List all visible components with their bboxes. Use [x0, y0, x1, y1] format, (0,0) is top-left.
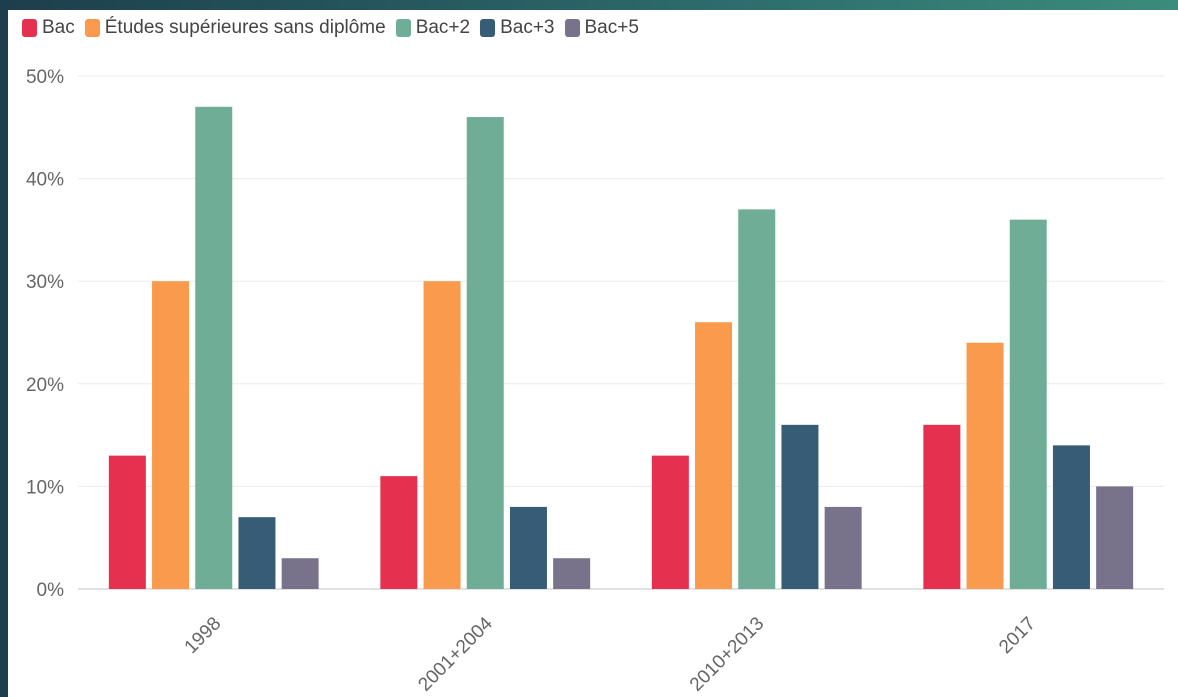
legend-item-etudes[interactable]: Études supérieures sans diplôme — [84, 17, 386, 39]
bar — [1009, 219, 1047, 589]
legend-label-etudes: Études supérieures sans diplôme — [104, 17, 386, 38]
legend-item-bac2[interactable]: Bac+2 — [395, 17, 471, 39]
bar — [781, 424, 819, 589]
legend-swatch-etudes — [84, 19, 100, 37]
bar — [738, 209, 776, 589]
bar — [1052, 445, 1090, 589]
legend-label-bac3: Bac+3 — [500, 17, 555, 38]
legend-label-bac: Bac — [42, 17, 75, 38]
bar — [966, 342, 1004, 589]
bar — [824, 506, 862, 589]
legend-label-bac2: Bac+2 — [415, 17, 471, 38]
x-tick-label: 2010+2013 — [686, 613, 768, 695]
bar — [195, 106, 233, 589]
bar — [281, 558, 319, 589]
bar — [466, 117, 504, 589]
bar — [380, 476, 418, 589]
bar-chart: 0% 10% 20% 30% 40% 50% 1998 2001+2004 2010+2013 2… — [26, 67, 1164, 696]
bar — [152, 281, 190, 589]
y-tick-label: 0% — [37, 580, 65, 601]
y-tick-label: 50% — [26, 67, 64, 88]
legend-item-bac5[interactable]: Bac+5 — [564, 17, 639, 39]
y-tick-label: 40% — [26, 170, 64, 191]
legend-swatch-bac2 — [395, 19, 411, 37]
bar — [923, 424, 961, 589]
bar — [108, 455, 146, 589]
legend-item-bac[interactable]: Bac — [22, 17, 75, 39]
chart-legend: Bac Études supérieures sans diplôme Bac+… — [22, 14, 643, 42]
bar — [509, 506, 547, 589]
bar — [238, 517, 276, 589]
x-tick-label: 2001+2004 — [414, 613, 497, 696]
y-tick-label: 10% — [26, 477, 64, 498]
x-tick-label: 1998 — [181, 613, 226, 658]
legend-swatch-bac — [22, 19, 37, 37]
x-tick-label: 2017 — [995, 613, 1040, 658]
bar — [695, 322, 733, 589]
chart-panel: Bac Études supérieures sans diplôme Bac+… — [8, 10, 1178, 697]
y-tick-label: 20% — [26, 375, 64, 396]
legend-label-bac5: Bac+5 — [584, 17, 639, 38]
legend-swatch-bac5 — [564, 19, 580, 37]
bar — [553, 558, 591, 589]
legend-swatch-bac3 — [480, 19, 496, 37]
bar — [423, 281, 461, 589]
bar — [651, 455, 689, 589]
legend-item-bac3[interactable]: Bac+3 — [480, 17, 555, 39]
bar — [1096, 486, 1134, 589]
y-tick-label: 30% — [26, 272, 64, 293]
